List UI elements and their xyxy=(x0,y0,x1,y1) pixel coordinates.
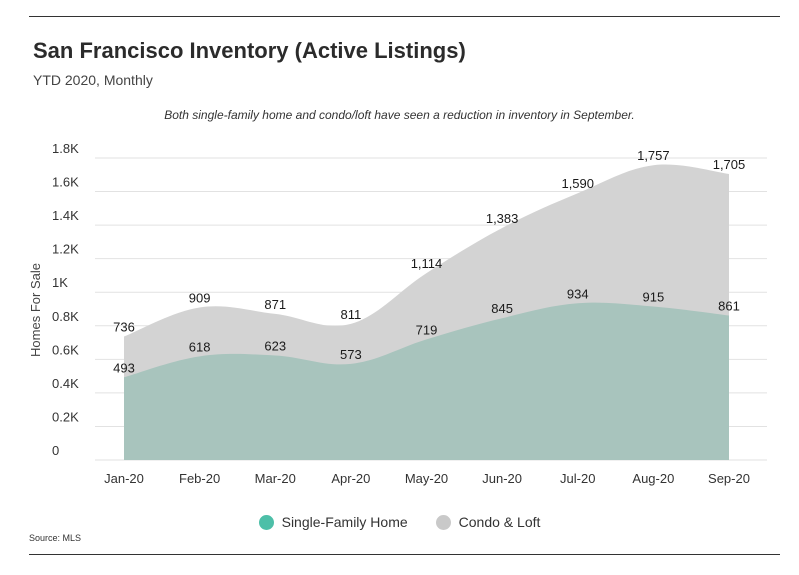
y-tick-label: 1.2K xyxy=(52,242,79,257)
x-tick-label: Jul-20 xyxy=(560,471,595,486)
chart-subtitle: YTD 2020, Monthly xyxy=(33,72,153,88)
data-label-single-family: 573 xyxy=(340,347,362,362)
data-label-condo-loft: 736 xyxy=(113,320,135,335)
x-tick-label: Apr-20 xyxy=(331,471,370,486)
legend-label-single-family: Single-Family Home xyxy=(281,514,408,530)
y-tick-label: 0.8K xyxy=(52,309,79,324)
y-axis-ticks: 0 0.2K 0.4K 0.6K 0.8K 1K 1.2K 1.4K 1.6K 1.8K xyxy=(52,141,79,458)
y-tick-label: 1.6K xyxy=(52,175,79,190)
legend-swatch-condo-loft xyxy=(435,514,451,530)
x-tick-label: Jun-20 xyxy=(482,471,522,486)
data-label-single-family: 719 xyxy=(416,322,438,337)
data-label-single-family: 861 xyxy=(718,299,740,314)
source-note: Source: MLS xyxy=(29,533,82,543)
data-label-condo-loft: 1,590 xyxy=(561,176,594,191)
x-tick-label: Feb-20 xyxy=(179,471,220,486)
data-label-single-family: 934 xyxy=(567,286,589,301)
y-tick-label: 0.4K xyxy=(52,376,79,391)
data-label-condo-loft: 1,757 xyxy=(637,148,670,163)
x-tick-label: Aug-20 xyxy=(632,471,674,486)
legend-swatch-single-family xyxy=(258,514,274,530)
data-label-condo-loft: 1,705 xyxy=(713,157,746,172)
data-label-condo-loft: 871 xyxy=(264,297,286,312)
legend: Single-Family Home Condo & Loft xyxy=(0,514,799,530)
legend-item-condo-loft[interactable]: Condo & Loft xyxy=(435,514,541,530)
x-tick-label: May-20 xyxy=(405,471,448,486)
data-label-condo-loft: 1,114 xyxy=(411,256,443,271)
data-label-single-family: 845 xyxy=(491,301,513,316)
x-axis-ticks: Jan-20 Feb-20 Mar-20 Apr-20 May-20 Jun-20 Jul-… xyxy=(104,471,750,486)
bottom-rule xyxy=(29,554,780,555)
data-label-condo-loft: 811 xyxy=(341,307,362,322)
area-single-family xyxy=(124,302,729,460)
y-tick-label: 0 xyxy=(52,443,59,458)
x-tick-label: Sep-20 xyxy=(708,471,750,486)
data-labels: 493 618 623 573 719 845 934 915 861 736 909 871 811 1… xyxy=(113,148,745,375)
y-tick-label: 1K xyxy=(52,275,68,290)
data-label-single-family: 618 xyxy=(189,339,211,354)
x-tick-label: Jan-20 xyxy=(104,471,144,486)
legend-item-single-family[interactable]: Single-Family Home xyxy=(258,514,408,530)
data-label-condo-loft: 909 xyxy=(189,290,211,305)
chart-title: San Francisco Inventory (Active Listings… xyxy=(33,38,466,63)
y-tick-label: 1.8K xyxy=(52,141,79,156)
x-tick-label: Mar-20 xyxy=(255,471,296,486)
data-label-single-family: 915 xyxy=(643,289,665,304)
y-axis-label: Homes For Sale xyxy=(28,263,43,357)
chart-annotation: Both single-family home and condo/loft h… xyxy=(164,108,635,122)
data-label-single-family: 493 xyxy=(113,360,135,375)
y-tick-label: 1.4K xyxy=(52,208,79,223)
y-tick-label: 0.6K xyxy=(52,342,79,357)
data-label-condo-loft: 1,383 xyxy=(486,211,519,226)
series-areas xyxy=(124,164,729,460)
top-rule xyxy=(29,16,780,17)
legend-label-condo-loft: Condo & Loft xyxy=(458,514,541,530)
y-tick-label: 0.2K xyxy=(52,409,79,424)
data-label-single-family: 623 xyxy=(264,338,286,353)
